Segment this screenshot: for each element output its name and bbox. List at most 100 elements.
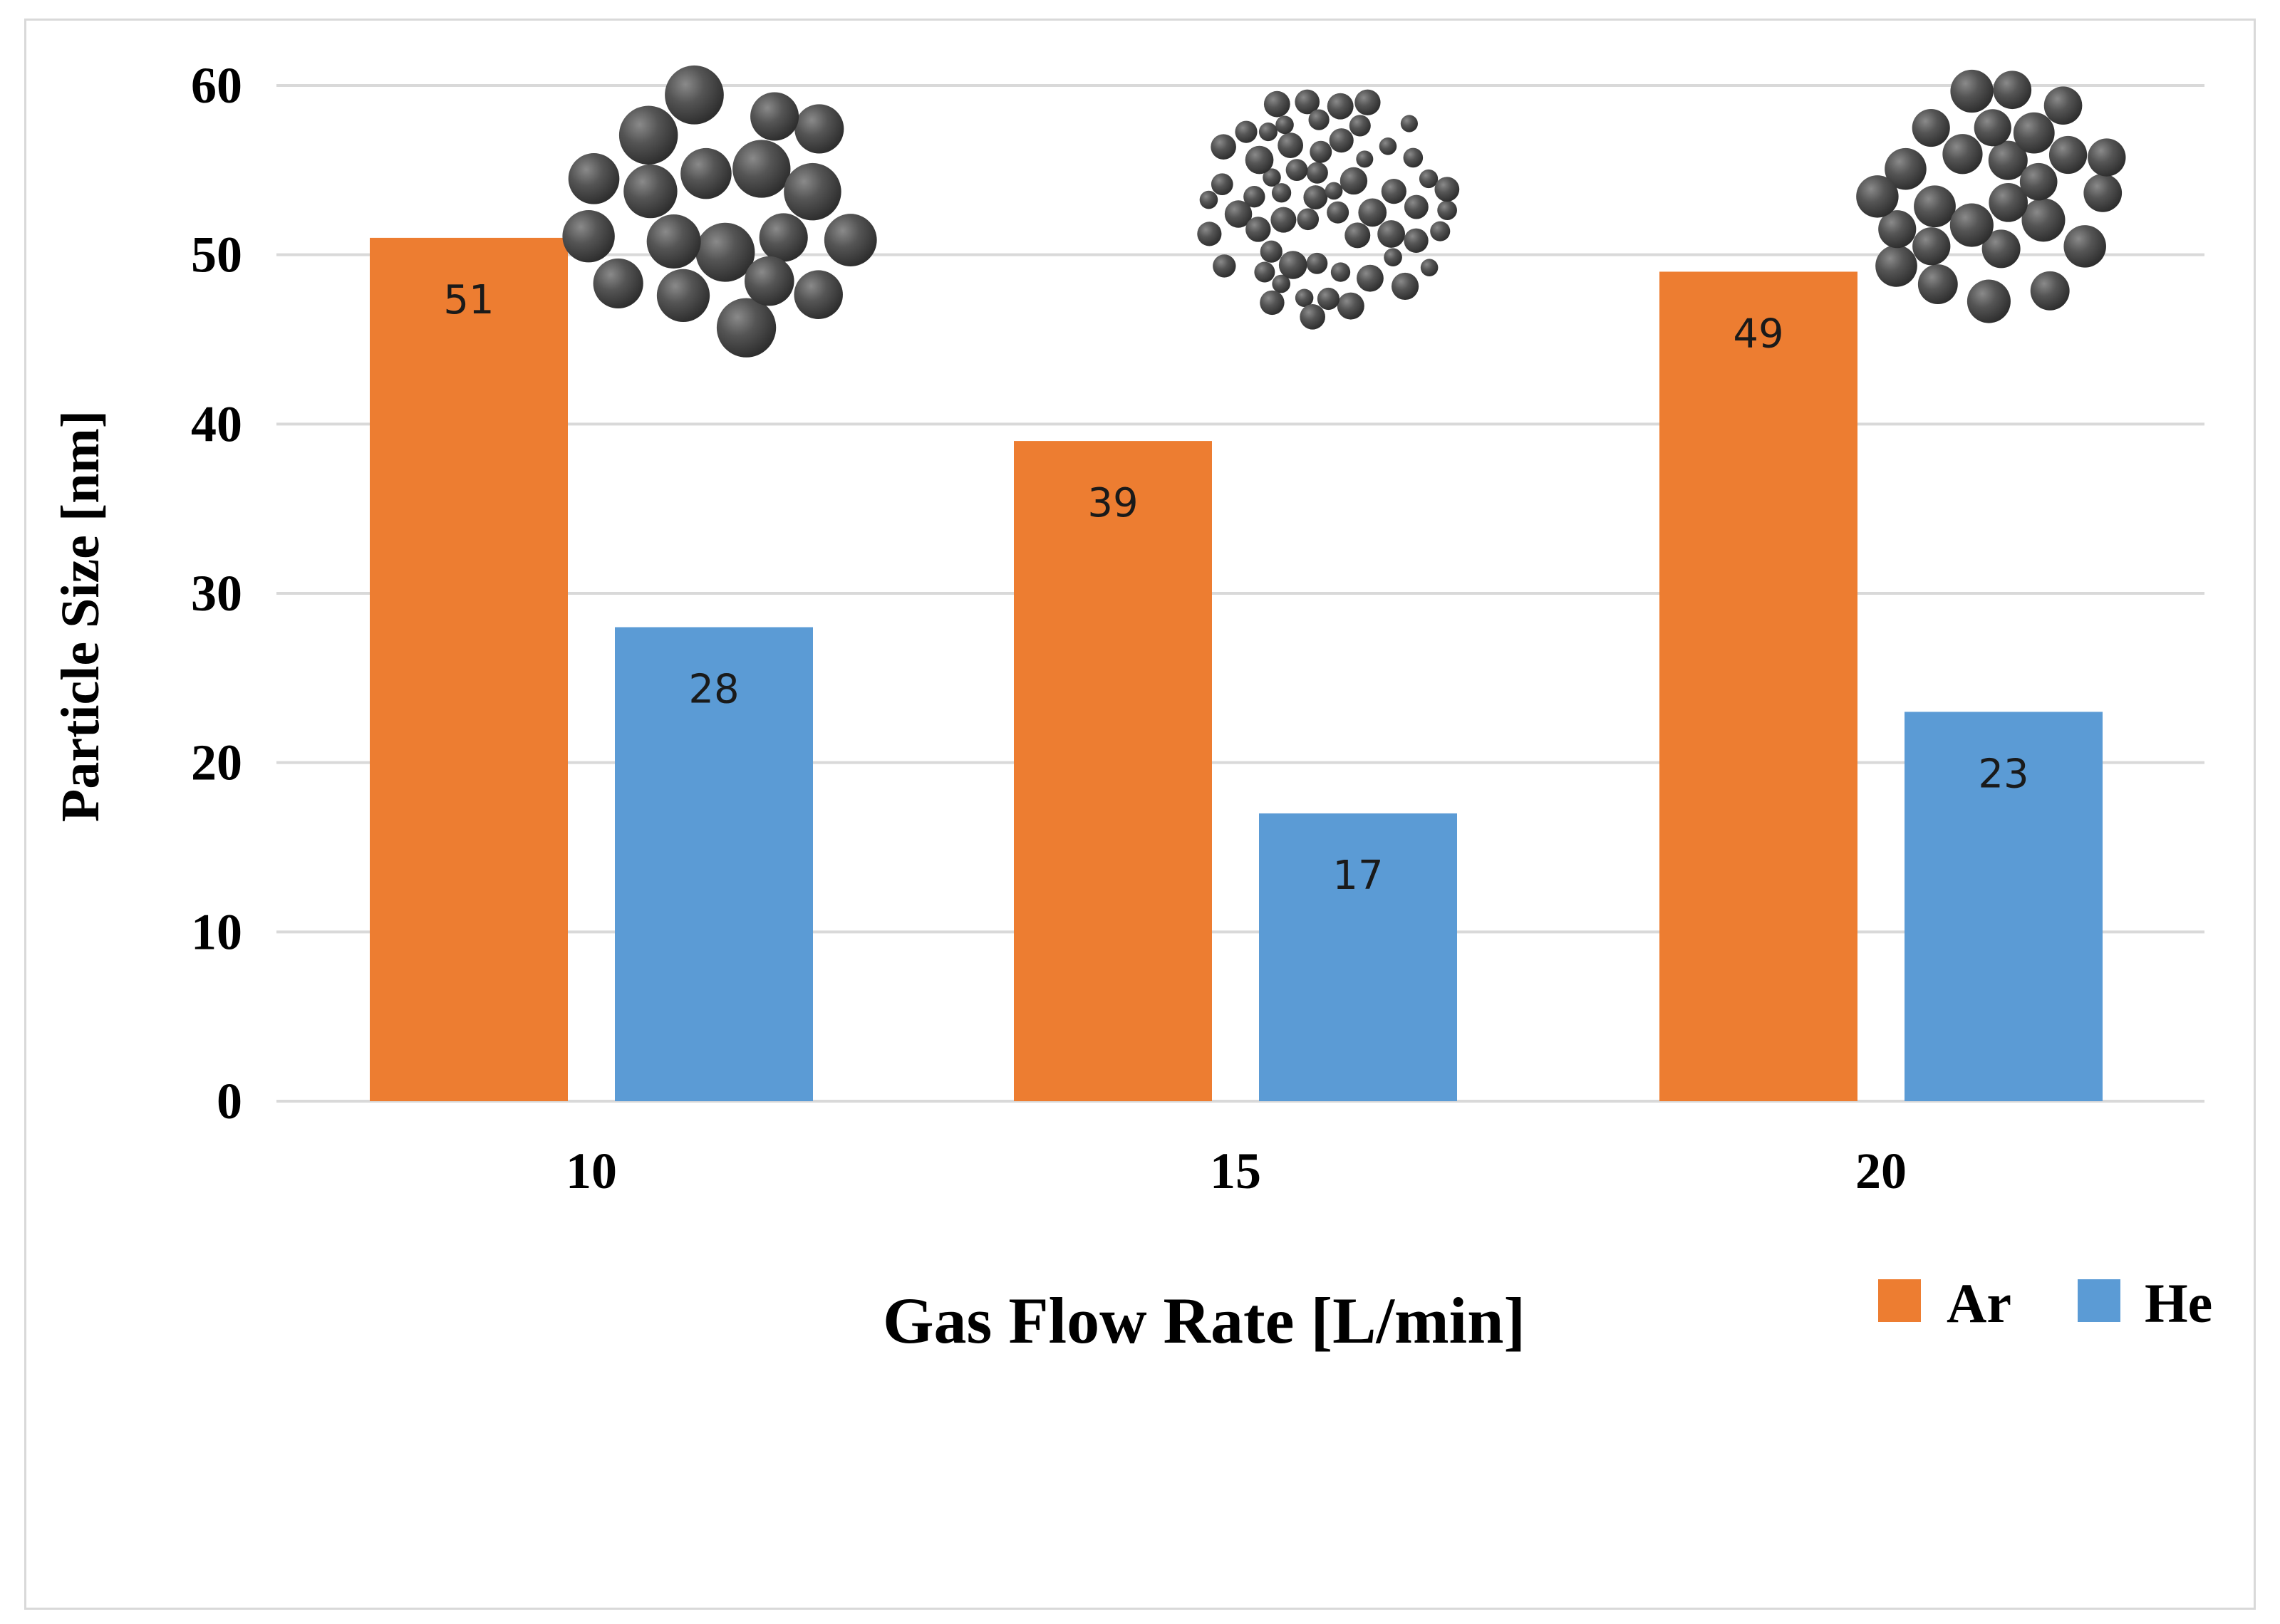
particle (1300, 304, 1325, 330)
particle (1420, 259, 1439, 276)
particle (1404, 228, 1429, 253)
particle (1914, 185, 1956, 228)
legend-swatch-ar (1878, 1279, 1921, 1322)
particle (1263, 90, 1290, 118)
particle (1419, 169, 1439, 189)
particle (1271, 183, 1292, 203)
y-tick-label: 10 (191, 903, 242, 960)
particle (824, 214, 877, 266)
particle (2030, 271, 2070, 311)
particle (2048, 135, 2088, 175)
particle (1245, 217, 1271, 242)
particle (1434, 177, 1460, 202)
particle (1354, 89, 1381, 115)
particle (1285, 159, 1308, 182)
particle (1988, 140, 2028, 180)
particle (2083, 174, 2123, 212)
y-tick-label: 60 (191, 57, 242, 114)
y-axis-title: Particle Size [nm] (51, 410, 110, 822)
particle (1391, 272, 1419, 301)
particle (1989, 183, 2028, 222)
particle (593, 258, 643, 309)
particle (1263, 168, 1281, 187)
x-axis-ticks: 10 15 20 (566, 1142, 1907, 1199)
particle (2013, 112, 2055, 154)
y-tick-label: 30 (191, 565, 242, 622)
particle (1260, 240, 1282, 263)
particle (1917, 264, 1958, 305)
bar-he-20 (1905, 712, 2103, 1101)
bar-he-15 (1259, 813, 1457, 1101)
particle (1349, 115, 1371, 137)
particle (784, 162, 841, 221)
data-labels: 51 28 39 17 49 23 (443, 277, 2028, 899)
legend-swatch-he (2078, 1279, 2120, 1322)
particle (1303, 185, 1328, 210)
particle (1199, 190, 1218, 209)
particle (695, 222, 755, 282)
particle (1356, 150, 1374, 168)
particle (1275, 115, 1294, 135)
particle (750, 92, 799, 141)
y-axis-ticks: 0 10 20 30 40 50 60 (191, 57, 242, 1130)
particle (716, 298, 777, 358)
bars (370, 237, 2103, 1101)
particle (732, 140, 791, 198)
particle (1384, 248, 1402, 266)
particle (1340, 167, 1368, 195)
particle (1270, 207, 1297, 233)
particle-cluster-small (1197, 89, 1460, 330)
particle (1197, 222, 1222, 246)
particle (1278, 251, 1307, 279)
particle (1404, 194, 1429, 219)
bar-he-10 (615, 627, 813, 1101)
particle (1912, 227, 1951, 266)
particle (759, 213, 808, 262)
particle-cluster-medium (1856, 69, 2126, 323)
legend: Ar He (1878, 1272, 2212, 1334)
particle (646, 214, 701, 269)
particle (2043, 86, 2083, 125)
particle (1310, 140, 1332, 163)
particle (1875, 245, 1917, 287)
legend-label-ar: Ar (1947, 1272, 2011, 1334)
bar-ar-10 (370, 237, 568, 1101)
particle (1211, 173, 1233, 196)
particle (1243, 185, 1265, 208)
particle (1377, 220, 1406, 248)
y-tick-label: 40 (191, 395, 242, 452)
data-label: 49 (1733, 311, 1783, 357)
particle (1885, 147, 1927, 190)
particle (2088, 138, 2126, 177)
x-tick-label: 20 (1855, 1142, 1907, 1199)
particle (1981, 229, 2021, 269)
particle (680, 147, 732, 199)
y-tick-label: 20 (191, 734, 242, 791)
particle (1950, 69, 1994, 113)
x-tick-label: 10 (566, 1142, 617, 1199)
particle (2063, 225, 2106, 268)
particle-illustrations (562, 65, 2126, 358)
particle (1878, 210, 1917, 249)
bar-ar-15 (1014, 441, 1212, 1101)
particle (1379, 137, 1397, 155)
particle (1430, 221, 1451, 241)
particle (1357, 264, 1384, 292)
particle (562, 209, 615, 263)
particle (1327, 93, 1354, 120)
particle (2019, 162, 2058, 201)
particle (1437, 200, 1457, 221)
particle (1213, 254, 1236, 278)
particle-cluster-large (562, 65, 877, 358)
data-label: 23 (1978, 751, 2028, 797)
particle (1327, 201, 1349, 224)
particle (1211, 134, 1236, 160)
particle (2021, 198, 2066, 242)
particle (1966, 279, 2011, 323)
particle (1306, 162, 1328, 184)
particle (1856, 175, 1899, 218)
y-tick-label: 50 (191, 227, 242, 283)
particle (1993, 71, 2032, 110)
particle (1381, 179, 1406, 204)
particle (1912, 109, 1950, 147)
